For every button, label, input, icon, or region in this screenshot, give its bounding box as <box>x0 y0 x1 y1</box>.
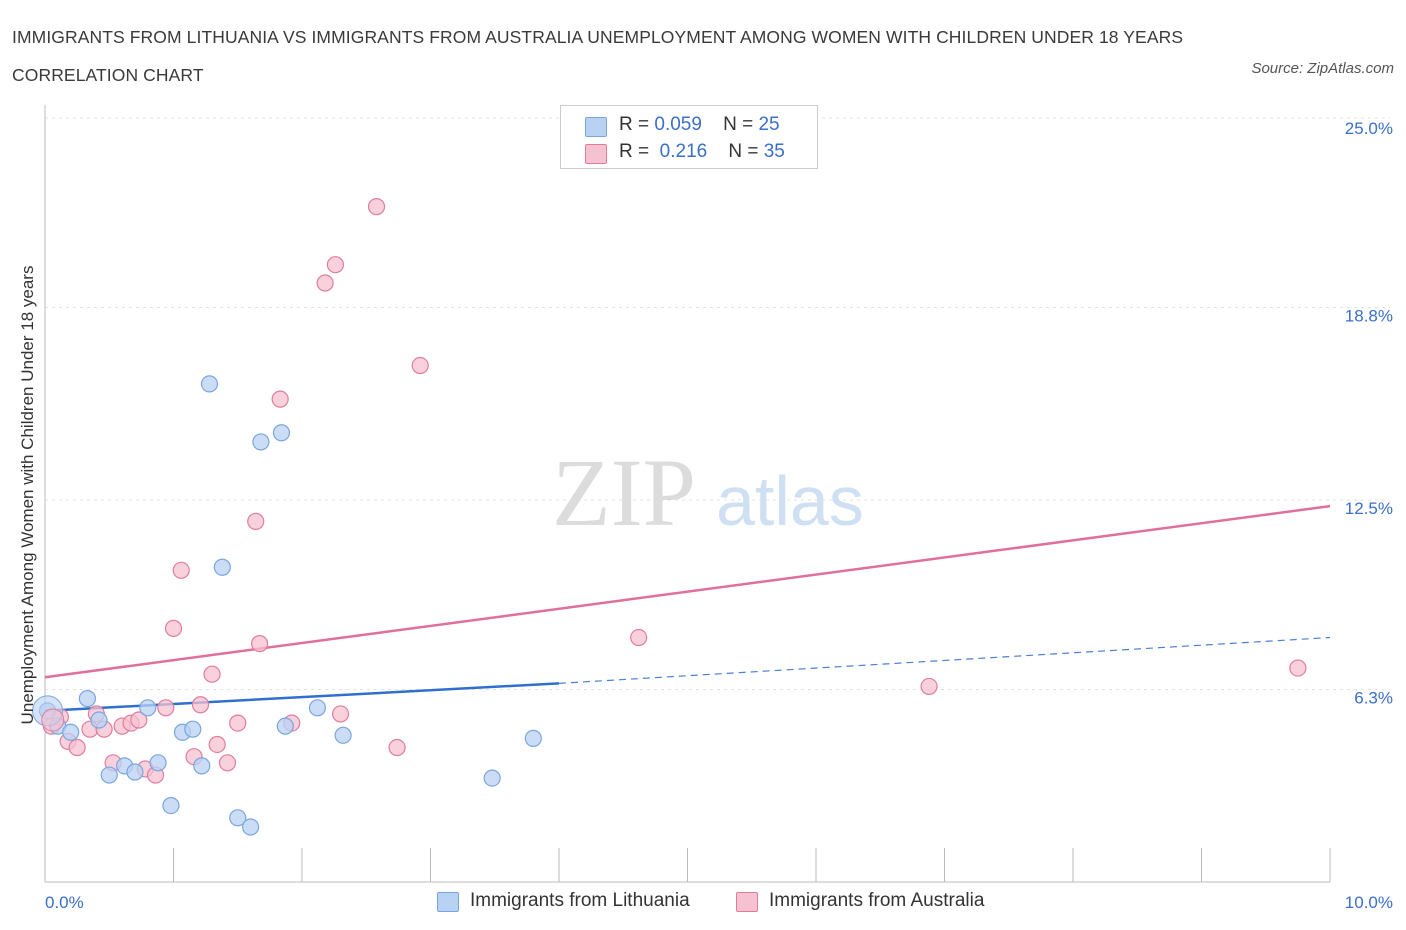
point-australia <box>157 699 175 717</box>
point-australia <box>218 754 237 772</box>
point-lithuania <box>252 433 270 451</box>
legend-label-lithuania: Immigrants from Lithuania <box>470 890 690 911</box>
legend-r-label: R = <box>619 114 650 135</box>
point-lithuania <box>229 809 247 827</box>
point-australia <box>388 738 406 757</box>
point-australia <box>250 635 269 653</box>
point-australia <box>367 198 386 216</box>
point-lithuania <box>90 711 108 729</box>
point-lithuania <box>334 726 352 744</box>
grid-layer <box>45 117 1390 690</box>
legend-n-value: 25 <box>758 114 780 135</box>
point-australia <box>164 619 183 637</box>
point-australia <box>130 711 148 729</box>
point-lithuania <box>193 757 211 775</box>
source-label: Source: ZipAtlas.com <box>1251 60 1394 77</box>
point-lithuania <box>213 558 231 576</box>
legend-n-value: 35 <box>763 141 785 162</box>
legend-n-label: N = <box>728 141 759 162</box>
point-lithuania <box>524 729 542 747</box>
point-australia <box>326 256 345 274</box>
legend-r-label: R = <box>619 141 650 162</box>
point-lithuania <box>184 720 202 738</box>
label-layer: 6.3% 12.5% 18.8% 25.0% 0.0% 10.0% <box>45 119 1393 912</box>
y-tick-label: 6.3% <box>1354 688 1393 707</box>
point-lithuania <box>483 769 501 787</box>
legend-box: R = 0.059 N = 25 R = 0.216 N = 35 <box>560 105 818 169</box>
point-lithuania <box>126 763 144 781</box>
watermark-atlas: atlas <box>716 462 864 540</box>
axis-layer <box>44 105 1331 883</box>
legend-swatch-australia <box>736 892 758 912</box>
point-australia <box>920 677 938 696</box>
point-lithuania <box>308 699 327 717</box>
legend-label-australia: Immigrants from Australia <box>769 890 985 911</box>
points-layer <box>32 198 1307 836</box>
point-australia <box>247 512 265 530</box>
legend-r-value: 0.059 <box>654 114 702 135</box>
point-australia <box>208 735 226 754</box>
point-australia <box>229 714 247 732</box>
legend-swatch-lithuania <box>437 892 459 912</box>
point-lithuania <box>200 375 219 393</box>
point-australia <box>411 356 429 375</box>
point-australia <box>191 696 210 714</box>
point-australia <box>172 561 190 579</box>
y-axis-label: Unemployment Among Women with Children U… <box>18 266 37 725</box>
y-tick-label: 12.5% <box>1345 499 1393 518</box>
point-australia <box>271 390 289 408</box>
point-lithuania <box>78 690 97 708</box>
legend-n-label: N = <box>723 114 754 135</box>
point-lithuania <box>242 818 260 836</box>
x-tick-label: 10.0% <box>1345 893 1393 912</box>
point-lithuania <box>272 424 291 442</box>
point-australia <box>1289 659 1307 677</box>
watermark-zip: ZIP <box>552 439 696 546</box>
point-lithuania <box>100 766 118 784</box>
trend-line-lithuania-dashed <box>558 636 1331 684</box>
point-australia <box>68 738 86 757</box>
trend-line-lithuania <box>44 682 560 713</box>
point-australia-cluster <box>41 708 65 732</box>
point-australia <box>630 628 648 647</box>
chart-title: IMMIGRANTS FROM LITHUANIA VS IMMIGRANTS … <box>12 27 1184 85</box>
point-lithuania <box>276 717 294 735</box>
x-tick-label: 0.0% <box>45 893 84 912</box>
point-lithuania <box>149 754 167 772</box>
point-lithuania <box>62 723 80 741</box>
point-lithuania <box>162 796 180 815</box>
bottom-legend: Immigrants from Lithuania Immigrants fro… <box>0 888 1406 918</box>
legend-swatch-lithuania <box>585 117 607 137</box>
point-lithuania <box>139 699 157 717</box>
y-tick-label: 25.0% <box>1345 119 1393 138</box>
legend-r-value: 0.216 <box>659 141 708 162</box>
y-tick-label: 18.8% <box>1345 306 1393 325</box>
legend-swatch-australia <box>585 144 607 164</box>
point-australia <box>331 705 350 723</box>
point-australia <box>203 665 221 683</box>
point-australia <box>316 274 334 292</box>
